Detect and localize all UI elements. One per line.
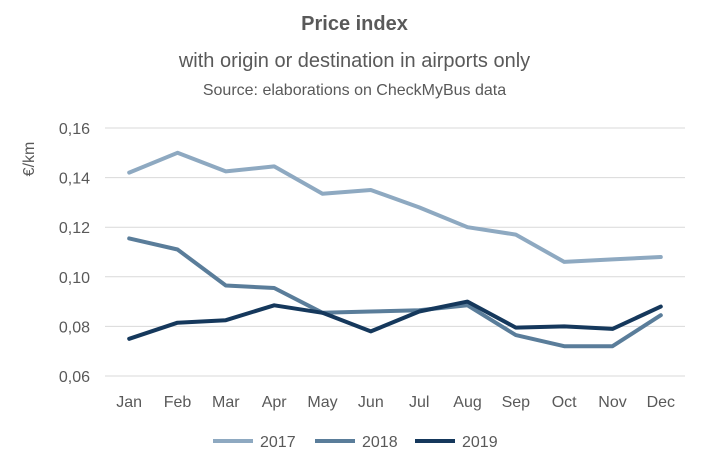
x-tick-label: Jul <box>409 394 429 411</box>
x-tick-label: Dec <box>647 394 675 411</box>
y-tick-label: 0,08 <box>59 319 90 336</box>
x-tick-labels: Jan Feb Mar Apr May Jun Jul Aug Sep Oct Nov Dec <box>116 394 675 411</box>
x-tick-label: Nov <box>598 394 626 411</box>
chart-subtitle: with origin or destination in airports o… <box>178 50 531 72</box>
legend-label-2017: 2017 <box>260 434 296 451</box>
series-lines <box>127 150 663 349</box>
x-tick-label: May <box>307 394 337 411</box>
y-tick-label: 0,12 <box>59 220 90 237</box>
x-tick-label: Oct <box>552 394 577 411</box>
x-tick-label: Aug <box>453 394 481 411</box>
x-tick-label: Sep <box>502 394 531 411</box>
series-line-2018 <box>127 236 663 349</box>
legend: 2017 2018 2019 <box>213 434 498 451</box>
x-tick-label: Apr <box>262 394 288 411</box>
gridlines <box>105 127 685 377</box>
y-tick-label: 0,16 <box>59 121 90 138</box>
chart-title: Price index <box>301 13 408 35</box>
y-tick-label: 0,14 <box>59 171 90 188</box>
legend-label-2018: 2018 <box>362 434 398 451</box>
y-tick-label: 0,10 <box>59 270 90 287</box>
y-axis-label: €/km <box>21 142 38 177</box>
chart-source: Source: elaborations on CheckMyBus data <box>202 82 507 99</box>
y-tick-labels: 0,06 0,08 0,10 0,12 0,14 0,16 <box>59 121 90 386</box>
x-tick-label: Jun <box>358 394 384 411</box>
y-tick-label: 0,06 <box>59 369 90 386</box>
series-line-2017 <box>127 150 663 264</box>
x-tick-label: Jan <box>116 394 142 411</box>
series-line-2019 <box>127 299 663 341</box>
x-tick-label: Feb <box>164 394 192 411</box>
x-tick-label: Mar <box>212 394 240 411</box>
legend-label-2019: 2019 <box>462 434 498 451</box>
